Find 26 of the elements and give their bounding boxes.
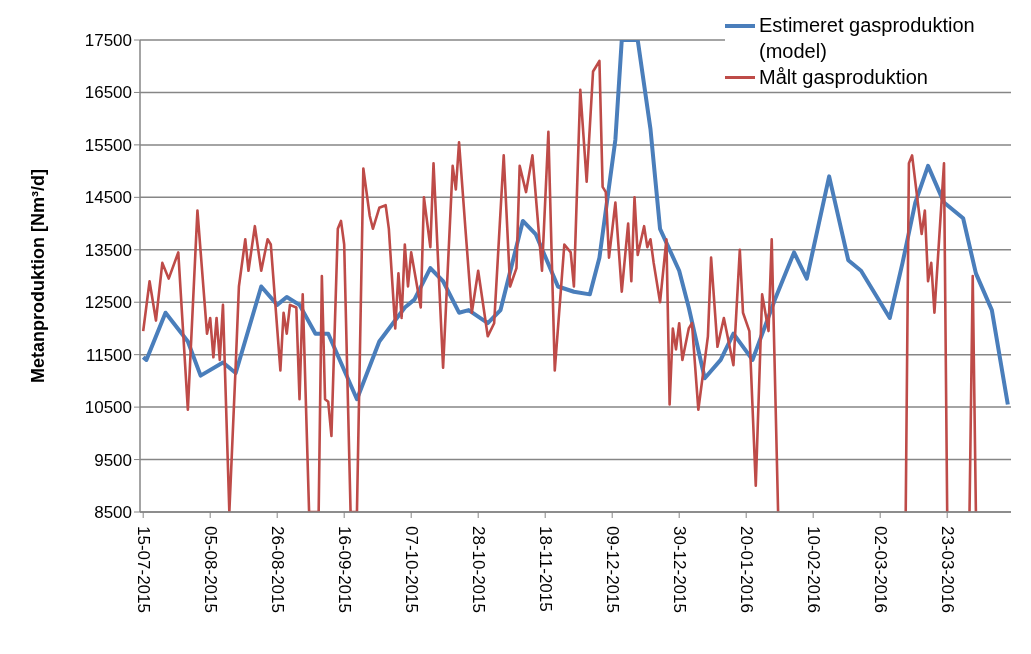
y-tick-label: 17500 (84, 31, 132, 51)
x-tick-label: 09-12-2015 (602, 526, 622, 613)
y-axis-title: Metanproduktion [Nm³/d] (28, 169, 48, 383)
x-tick-label: 28-10-2015 (468, 526, 488, 613)
y-tick-label: 12500 (84, 293, 132, 313)
y-tick-label: 11500 (85, 345, 132, 365)
y-tick-label: 8500 (94, 503, 132, 523)
y-tick-label: 14500 (84, 188, 132, 208)
y-tick-label: 15500 (84, 135, 132, 155)
legend-label: Målt gasproduktion (759, 65, 928, 90)
x-tick-label: 20-01-2016 (736, 526, 756, 613)
legend-label: Estimeret gasproduktion (model) (759, 13, 976, 64)
x-tick-label: 05-08-2015 (200, 526, 220, 613)
y-tick-label: 10500 (84, 398, 132, 418)
x-tick-label: 15-07-2015 (133, 526, 153, 613)
x-tick-label: 18-11-2015 (535, 526, 555, 612)
x-tick-label: 23-03-2016 (937, 526, 957, 613)
x-tick-label: 26-08-2015 (267, 526, 287, 613)
x-tick-label: 30-12-2015 (669, 526, 689, 613)
x-tick-label: 10-02-2016 (803, 526, 823, 613)
y-tick-label: 16500 (84, 83, 132, 103)
y-tick-label: 9500 (94, 450, 132, 470)
x-tick-label: 16-09-2015 (334, 526, 354, 613)
y-tick-label: 13500 (84, 240, 132, 260)
x-tick-label: 02-03-2016 (870, 526, 890, 613)
x-tick-label: 07-10-2015 (401, 526, 421, 613)
